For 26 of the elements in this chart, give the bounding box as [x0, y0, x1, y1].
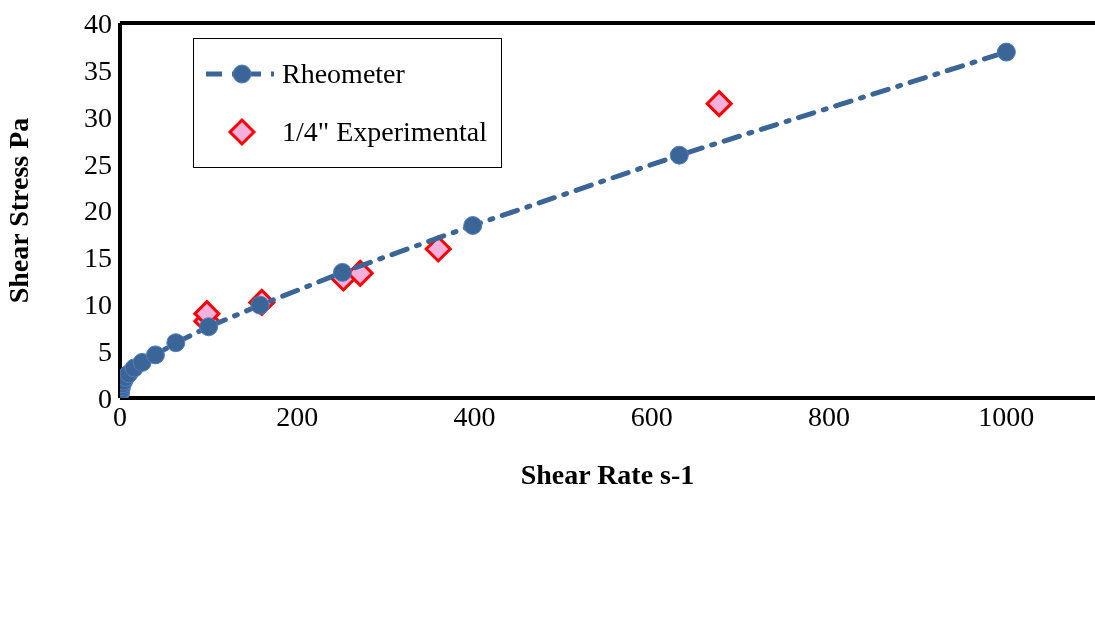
- point: [669, 145, 689, 165]
- y-tick-label: 10: [84, 289, 112, 321]
- point: [332, 262, 352, 282]
- point: [132, 352, 152, 372]
- x-tick-label: 400: [453, 400, 496, 432]
- x-tick-label: 800: [808, 400, 851, 432]
- point: [145, 345, 165, 365]
- legend-label: Rheometer: [282, 58, 405, 90]
- y-tick-label: 30: [84, 101, 112, 133]
- x-tick-label: 1000: [978, 400, 1035, 432]
- legend-label: 1/4" Experimental: [282, 116, 488, 148]
- y-tick-label: 40: [84, 7, 112, 39]
- x-tick-label: 200: [276, 400, 319, 432]
- point: [705, 90, 733, 118]
- y-tick-label: 15: [84, 242, 112, 274]
- point: [996, 42, 1016, 62]
- x-tick-label: 600: [630, 400, 673, 432]
- point: [199, 317, 219, 337]
- y-axis-title: Shear Stress Pa: [2, 117, 34, 304]
- point: [166, 333, 186, 353]
- x-axis-title: Shear Rate s-1: [520, 459, 695, 490]
- y-tick-label: 20: [84, 195, 112, 227]
- y-tick-label: 25: [84, 148, 112, 180]
- point: [463, 216, 483, 235]
- y-tick-label: 5: [98, 336, 112, 368]
- y-tick-label: 35: [84, 54, 112, 86]
